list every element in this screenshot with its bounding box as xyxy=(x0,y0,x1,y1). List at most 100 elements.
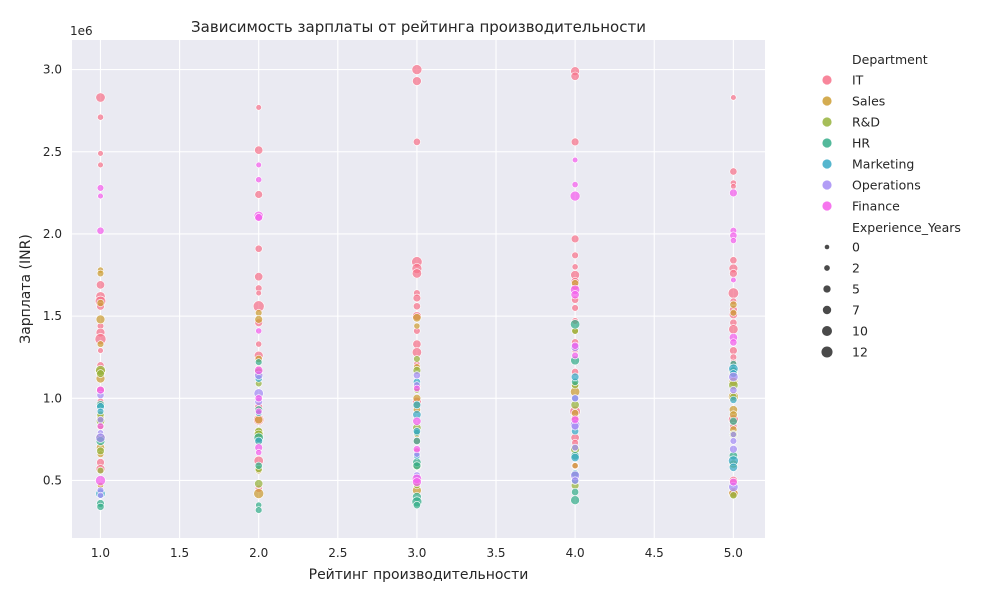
data-point-finance xyxy=(412,477,422,487)
data-point-finance xyxy=(571,341,580,350)
legend-size-marker xyxy=(824,244,830,250)
x-tick-label: 2.0 xyxy=(249,546,268,560)
y-tick-label: 3.0 xyxy=(43,63,62,77)
data-point-it xyxy=(411,64,423,75)
x-tick-label: 5.0 xyxy=(724,546,743,560)
legend-marker xyxy=(822,96,832,106)
data-point-finance xyxy=(255,176,263,184)
legend-size-marker xyxy=(824,265,830,271)
data-point-sales xyxy=(729,309,738,317)
legend-hue-items: IT Sales R&D HR Marketing Operations Finance xyxy=(822,73,921,214)
legend-label: Marketing xyxy=(852,157,914,172)
legend-label: IT xyxy=(852,73,864,88)
data-point-finance xyxy=(96,226,105,235)
data-point-finance xyxy=(96,184,105,192)
data-point-it xyxy=(255,289,262,297)
y-tick-label: 2.5 xyxy=(43,145,62,159)
data-point-it xyxy=(412,76,422,86)
data-point-marketing xyxy=(570,372,580,382)
x-tick-label: 1.0 xyxy=(91,546,110,560)
data-point-sales xyxy=(255,309,263,317)
data-point-it xyxy=(729,167,738,176)
data-point-hr xyxy=(729,417,738,426)
y-tick-label: 1.0 xyxy=(43,391,62,405)
data-point-operations xyxy=(728,371,739,382)
data-point-hr xyxy=(96,502,105,511)
data-point-sales xyxy=(254,315,263,324)
data-point-operations xyxy=(729,444,738,454)
data-point-operations xyxy=(571,443,579,452)
data-point-it xyxy=(730,94,737,101)
data-point-sales xyxy=(96,340,105,348)
data-point-hr xyxy=(570,319,581,330)
data-point-finance xyxy=(254,365,264,375)
legend-hue-title: Department xyxy=(852,52,928,67)
data-point-hr xyxy=(255,358,263,366)
data-point-operations xyxy=(729,437,738,445)
data-point-marketing xyxy=(96,407,105,416)
legend-size-label: 7 xyxy=(852,303,860,318)
data-point-it xyxy=(254,272,264,282)
x-tick-label: 3.0 xyxy=(407,546,426,560)
x-tick-label: 4.0 xyxy=(566,546,585,560)
legend-size-title: Experience_Years xyxy=(852,220,961,235)
data-point-it xyxy=(96,280,105,290)
data-point-it xyxy=(255,104,262,111)
data-points xyxy=(94,64,739,514)
legend-label: Operations xyxy=(852,178,921,193)
data-point-finance xyxy=(571,156,579,164)
legend-size-items: 0 2 5 7 10 12 xyxy=(821,240,868,360)
data-point-marketing xyxy=(728,462,738,472)
data-point-finance xyxy=(96,422,105,430)
data-point-operations xyxy=(571,394,580,403)
legend-marker xyxy=(822,159,832,169)
data-point-finance xyxy=(97,192,104,200)
data-point-it xyxy=(97,150,104,157)
data-point-it xyxy=(570,234,580,244)
data-point-finance xyxy=(255,449,263,456)
data-point-finance xyxy=(95,475,106,486)
data-point-it xyxy=(729,346,738,355)
x-tick-label: 2.5 xyxy=(328,546,347,560)
data-point-finance xyxy=(570,290,580,300)
data-point-it xyxy=(412,302,421,311)
legend-label: R&D xyxy=(852,115,880,130)
data-point-sales xyxy=(571,462,579,470)
legend-size-label: 2 xyxy=(852,261,860,276)
data-point-it xyxy=(411,268,422,279)
legend-size-label: 12 xyxy=(852,345,868,360)
x-tick-label: 1.5 xyxy=(170,546,189,560)
data-point-finance xyxy=(729,237,737,244)
data-point-operations xyxy=(729,386,738,395)
data-point-operations xyxy=(571,476,580,485)
data-point-it xyxy=(571,263,579,271)
data-point-hr xyxy=(412,437,421,445)
data-point-finance xyxy=(569,190,581,202)
data-point-hr xyxy=(412,461,422,470)
legend-marker xyxy=(822,117,832,127)
data-point-it xyxy=(728,324,739,335)
data-point-r-d xyxy=(729,491,738,500)
data-point-sales xyxy=(412,313,422,323)
data-point-finance xyxy=(730,276,737,284)
legend-marker xyxy=(822,138,832,148)
data-point-finance xyxy=(571,351,579,360)
data-point-marketing xyxy=(729,395,738,404)
data-point-finance xyxy=(729,477,738,487)
data-point-it xyxy=(95,92,106,103)
chart-title: Зависимость зарплаты от рейтинга произво… xyxy=(191,18,646,36)
data-point-hr xyxy=(412,501,421,510)
data-point-finance xyxy=(255,161,262,169)
y-tick-label: 1.5 xyxy=(43,309,62,323)
legend-size-label: 5 xyxy=(852,282,860,297)
legend-size-marker xyxy=(822,305,832,315)
axes: 1.0 1.5 2.0 2.5 3.0 3.5 4.0 4.5 5.0 0.5 1.0 1.5 2.0 2… xyxy=(43,63,743,560)
data-point-it xyxy=(412,339,422,349)
y-tick-label: 2.0 xyxy=(43,227,62,241)
data-point-it xyxy=(97,113,104,121)
data-point-r-d xyxy=(96,446,105,456)
data-point-finance xyxy=(412,416,422,426)
data-point-r-d xyxy=(413,355,421,363)
